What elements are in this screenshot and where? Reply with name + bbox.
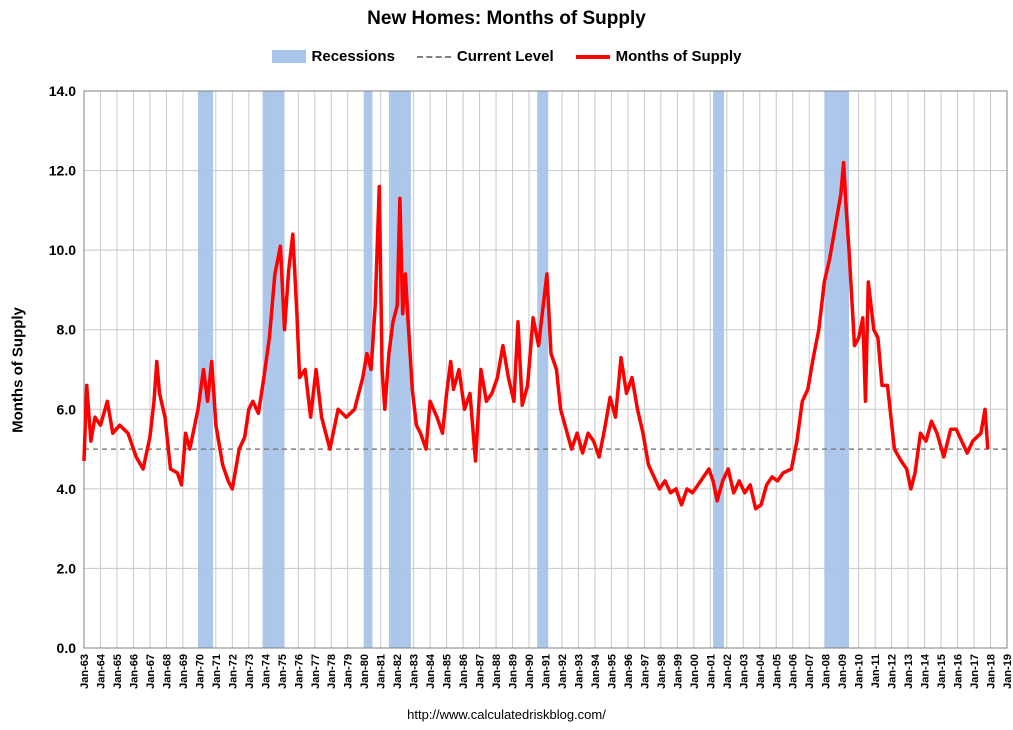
chart-legend: Recessions Current Level Months of Suppl… (0, 48, 1013, 65)
x-tick-label: Jan-97 (639, 654, 651, 689)
x-tick-label: Jan-70 (194, 654, 206, 689)
y-tick-label: 2.0 (57, 560, 77, 576)
x-tick-label: Jan-03 (738, 654, 750, 689)
legend-label-months-of-supply: Months of Supply (615, 48, 742, 65)
x-tick-label: Jan-90 (524, 654, 536, 689)
x-tick-label: Jan-94 (590, 653, 602, 689)
x-tick-label: Jan-66 (128, 654, 140, 689)
x-tick-label: Jan-95 (606, 654, 618, 689)
x-tick-label: Jan-72 (227, 654, 239, 689)
y-tick-label: 10.0 (49, 242, 76, 258)
x-tick-label: Jan-08 (821, 654, 833, 689)
legend-label-current-level: Current Level (456, 48, 554, 65)
x-tick-label: Jan-63 (79, 654, 91, 689)
legend-swatch-months-of-supply (575, 54, 610, 59)
x-tick-label: Jan-92 (557, 654, 569, 689)
recession-band (262, 91, 285, 648)
x-tick-label: Jan-76 (293, 654, 305, 689)
x-tick-label: Jan-98 (656, 654, 668, 689)
x-tick-label: Jan-88 (491, 654, 503, 689)
x-tick-label: Jan-73 (244, 654, 256, 689)
recession-band (537, 91, 549, 648)
x-tick-label: Jan-86 (458, 654, 470, 689)
recession-band (713, 91, 725, 648)
series-line-months-of-supply (82, 160, 990, 511)
x-tick-label: Jan-11 (870, 654, 882, 688)
legend-item-months-of-supply: Months of Supply (575, 48, 742, 65)
y-tick-label: 8.0 (57, 322, 77, 338)
x-tick-label: Jan-04 (755, 653, 767, 689)
x-tick-label: Jan-18 (986, 654, 998, 689)
x-tick-label: Jan-68 (161, 654, 173, 689)
x-tick-label: Jan-09 (837, 654, 849, 689)
x-tick-label: Jan-10 (854, 654, 866, 689)
x-tick-label: Jan-64 (95, 653, 107, 689)
x-tick-label: Jan-19 (1002, 654, 1013, 689)
x-tick-label: Jan-71 (211, 654, 223, 689)
legend-swatch-recessions (271, 50, 306, 63)
x-tick-label: Jan-99 (672, 654, 684, 689)
x-tick-label: Jan-81 (376, 654, 388, 689)
legend-item-recessions: Recessions (271, 48, 395, 65)
x-tick-label: Jan-87 (475, 654, 487, 689)
x-tick-label: Jan-80 (359, 654, 371, 689)
x-tick-label: Jan-83 (409, 654, 421, 689)
y-tick-label: 0.0 (57, 640, 77, 656)
x-tick-label: Jan-85 (442, 654, 454, 689)
legend-label-recessions: Recessions (311, 48, 395, 65)
x-tick-label: Jan-01 (705, 654, 717, 689)
x-tick-label: Jan-00 (689, 654, 701, 689)
legend-swatch-current-level (416, 55, 451, 58)
y-tick-label: 14.0 (49, 83, 76, 99)
x-tick-label: Jan-16 (953, 654, 965, 689)
recession-band (198, 91, 214, 648)
x-tick-label: Jan-74 (260, 653, 272, 689)
x-tick-label: Jan-91 (541, 654, 553, 689)
recession-band (364, 91, 373, 648)
x-tick-label: Jan-77 (310, 654, 322, 689)
y-tick-label: 12.0 (49, 163, 76, 179)
source-note: http://www.calculatedriskblog.com/ (407, 707, 606, 722)
x-tick-label: Jan-15 (936, 654, 948, 689)
x-tick-label: Jan-65 (112, 654, 124, 689)
x-tick-label: Jan-12 (887, 654, 899, 689)
x-tick-label: Jan-79 (343, 654, 355, 689)
x-tick-label: Jan-84 (425, 653, 437, 689)
x-tick-label: Jan-06 (788, 654, 800, 689)
x-tick-label: Jan-89 (508, 654, 520, 689)
x-tick-label: Jan-78 (326, 654, 338, 689)
x-tick-label: Jan-14 (920, 653, 932, 689)
x-tick-label: Jan-17 (969, 654, 981, 689)
x-tick-label: Jan-75 (277, 654, 289, 689)
y-tick-label: 4.0 (57, 481, 77, 497)
x-tick-label: Jan-82 (392, 654, 404, 689)
x-tick-label: Jan-07 (804, 654, 816, 689)
x-tick-label: Jan-69 (178, 654, 190, 689)
y-tick-label: 6.0 (57, 401, 77, 417)
plot-border (83, 90, 1008, 649)
x-tick-label: Jan-96 (623, 654, 635, 689)
recession-band (388, 91, 411, 648)
x-tick-label: Jan-67 (145, 654, 157, 689)
x-tick-label: Jan-02 (722, 654, 734, 689)
x-tick-label: Jan-05 (771, 654, 783, 689)
x-tick-label: Jan-93 (573, 654, 585, 689)
legend-item-current-level: Current Level (416, 48, 554, 65)
chart-title: New Homes: Months of Supply (367, 8, 646, 29)
x-tick-label: Jan-13 (903, 654, 915, 689)
